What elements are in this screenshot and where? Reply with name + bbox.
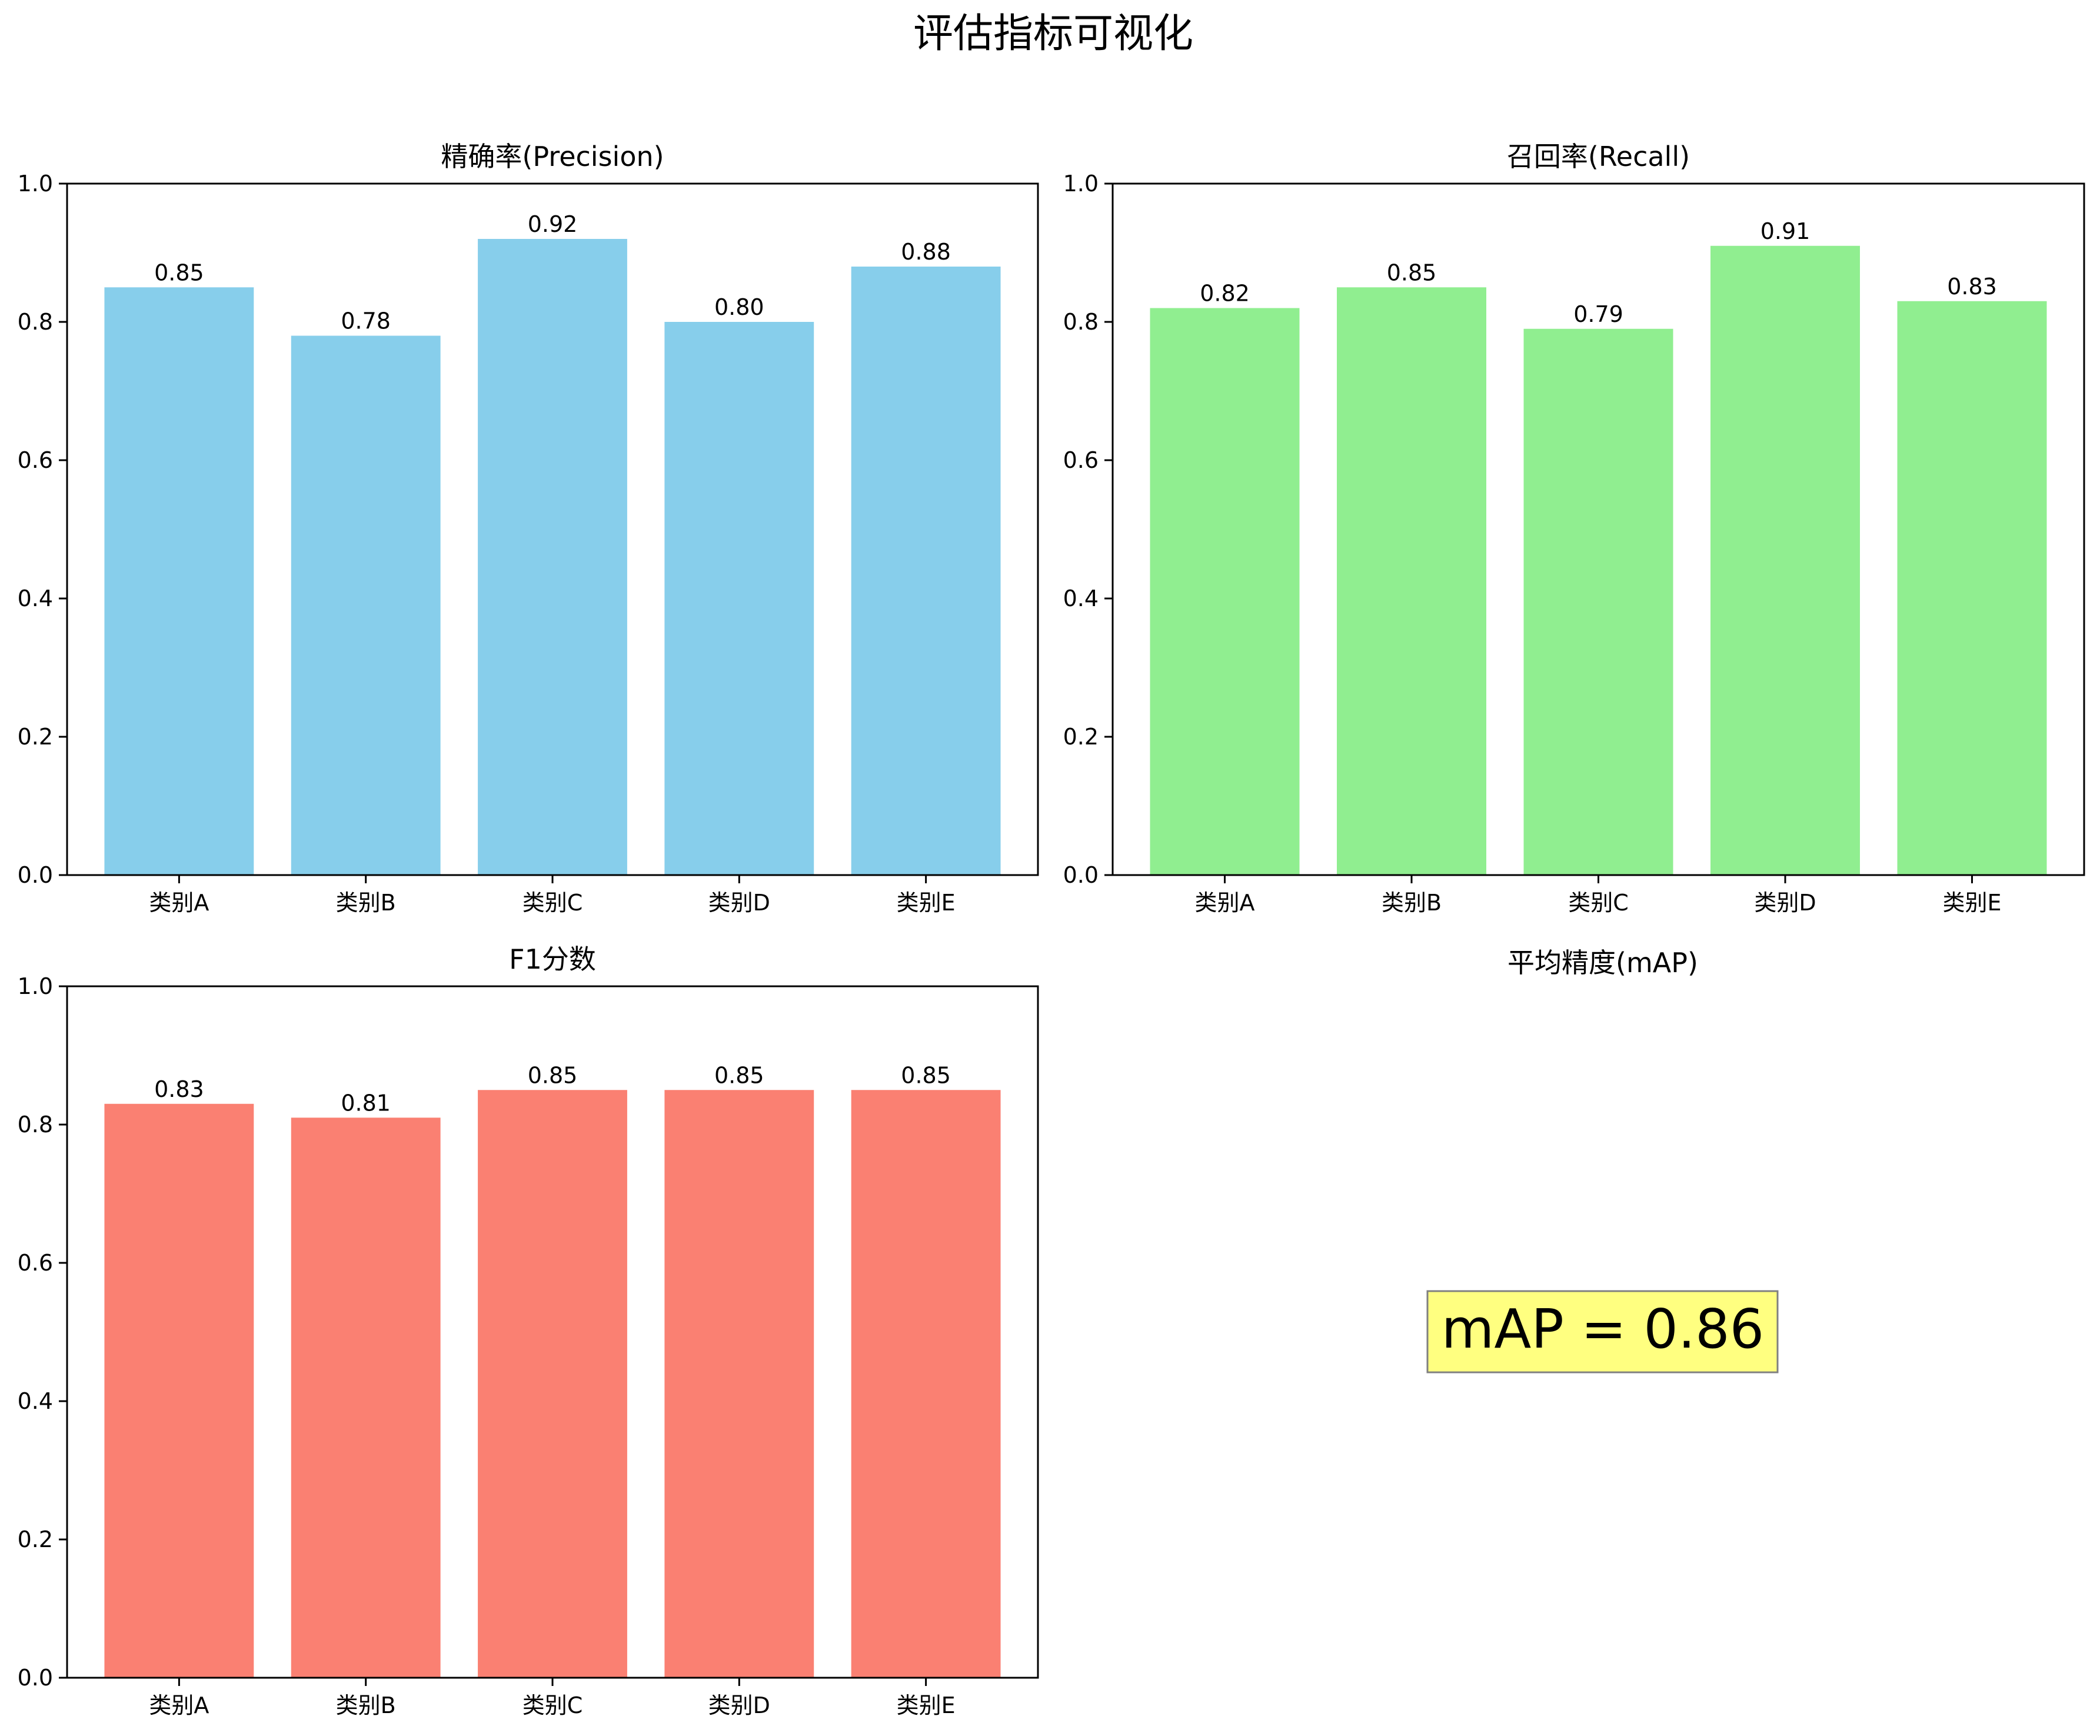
precision-x-tick-label: 类别B bbox=[336, 890, 396, 916]
recall-bar-value-label: 0.85 bbox=[1387, 260, 1437, 285]
map-value-text: mAP = 0.86 bbox=[1442, 1298, 1764, 1361]
recall-bar bbox=[1897, 301, 2047, 875]
f1-y-tick-label: 1.0 bbox=[18, 973, 53, 999]
recall-x-tick-label: 类别C bbox=[1568, 890, 1629, 916]
recall-chart: 召回率(Recall) 0.82 0.85 0.79 0.91 0.83 0.0 0.2 0.4… bbox=[1063, 141, 2085, 916]
recall-chart-title: 召回率(Recall) bbox=[1507, 141, 1690, 172]
f1-x-tick-label: 类别B bbox=[336, 1692, 396, 1718]
recall-bar-value-label: 0.83 bbox=[1947, 274, 1997, 300]
f1-bar bbox=[478, 1090, 627, 1678]
f1-bar-value-label: 0.83 bbox=[154, 1076, 204, 1102]
precision-bar-value-label: 0.78 bbox=[341, 308, 391, 334]
precision-x-tick-label: 类别C bbox=[522, 890, 583, 916]
precision-y-tick-label: 0.8 bbox=[18, 309, 53, 335]
f1-bar-value-label: 0.81 bbox=[341, 1090, 391, 1116]
recall-y-tick-label: 1.0 bbox=[1063, 171, 1099, 197]
precision-chart-title: 精确率(Precision) bbox=[441, 141, 664, 172]
figure-suptitle: 评估指标可视化 bbox=[913, 11, 1193, 57]
precision-bar-value-label: 0.80 bbox=[714, 294, 764, 320]
precision-bar-value-label: 0.92 bbox=[528, 211, 578, 237]
recall-y-tick-label: 0.0 bbox=[1063, 862, 1099, 888]
precision-bar bbox=[851, 267, 1001, 875]
precision-x-tick-label: 类别D bbox=[708, 890, 770, 916]
precision-y-tick-label: 0.2 bbox=[18, 724, 53, 750]
precision-y-tick-label: 0.6 bbox=[18, 447, 53, 473]
f1-bar-value-label: 0.85 bbox=[714, 1062, 764, 1088]
precision-bar-value-label: 0.88 bbox=[901, 239, 951, 265]
recall-y-tick-label: 0.4 bbox=[1063, 586, 1099, 611]
recall-bar bbox=[1150, 308, 1300, 875]
map-panel-title: 平均精度(mAP) bbox=[1507, 947, 1698, 979]
precision-bar bbox=[478, 239, 627, 875]
f1-bar bbox=[104, 1103, 254, 1678]
recall-bar bbox=[1337, 287, 1486, 875]
recall-x-tick-label: 类别D bbox=[1754, 890, 1816, 916]
recall-x-tick-label: 类别A bbox=[1195, 890, 1255, 916]
recall-bar-value-label: 0.91 bbox=[1760, 218, 1811, 244]
map-value-box bbox=[1426, 1290, 1779, 1373]
f1-bar-value-label: 0.85 bbox=[901, 1062, 951, 1088]
f1-bar bbox=[851, 1090, 1001, 1678]
recall-bar-value-label: 0.79 bbox=[1573, 301, 1623, 327]
precision-x-tick-label: 类别E bbox=[897, 890, 956, 916]
precision-y-tick-label: 1.0 bbox=[18, 171, 53, 197]
precision-chart: 精确率(Precision) 0.85 0.78 0.92 0.80 0.88 0.0 0.2… bbox=[18, 141, 1039, 916]
f1-x-tick-label: 类别D bbox=[708, 1692, 770, 1718]
f1-bar bbox=[664, 1090, 814, 1678]
recall-y-tick-label: 0.8 bbox=[1063, 309, 1099, 335]
recall-y-tick-label: 0.2 bbox=[1063, 724, 1099, 750]
precision-bar-value-label: 0.85 bbox=[154, 260, 204, 285]
precision-y-tick-label: 0.4 bbox=[18, 586, 53, 611]
f1-bar bbox=[291, 1118, 441, 1678]
recall-y-tick-label: 0.6 bbox=[1063, 447, 1099, 473]
f1-y-tick-label: 0.4 bbox=[18, 1388, 53, 1414]
recall-bar-value-label: 0.82 bbox=[1200, 281, 1250, 307]
recall-x-tick-label: 类别E bbox=[1942, 890, 2001, 916]
f1-x-tick-label: 类别E bbox=[897, 1692, 956, 1718]
f1-y-tick-label: 0.2 bbox=[18, 1527, 53, 1552]
f1-y-tick-label: 0.6 bbox=[18, 1250, 53, 1276]
recall-x-tick-label: 类别B bbox=[1382, 890, 1442, 916]
f1-y-tick-label: 0.0 bbox=[18, 1665, 53, 1691]
f1-y-tick-label: 0.8 bbox=[18, 1112, 53, 1138]
map-panel: 平均精度(mAP) mAP = 0.86 bbox=[1426, 947, 1779, 1373]
f1-x-tick-label: 类别C bbox=[522, 1692, 583, 1718]
precision-bar bbox=[291, 335, 441, 875]
f1-bar-value-label: 0.85 bbox=[528, 1062, 578, 1088]
precision-x-tick-label: 类别A bbox=[149, 890, 209, 916]
precision-bar bbox=[664, 322, 814, 875]
f1-x-tick-label: 类别A bbox=[149, 1692, 209, 1718]
precision-y-tick-label: 0.0 bbox=[18, 862, 53, 888]
recall-bar bbox=[1523, 328, 1673, 875]
recall-bar bbox=[1710, 245, 1860, 875]
precision-bar bbox=[104, 287, 254, 875]
f1-chart-title: F1分数 bbox=[509, 943, 596, 975]
f1-chart: F1分数 0.83 0.81 0.85 0.85 0.85 0.0 0.2 0.4 0.6 0.8 1… bbox=[18, 943, 1039, 1718]
